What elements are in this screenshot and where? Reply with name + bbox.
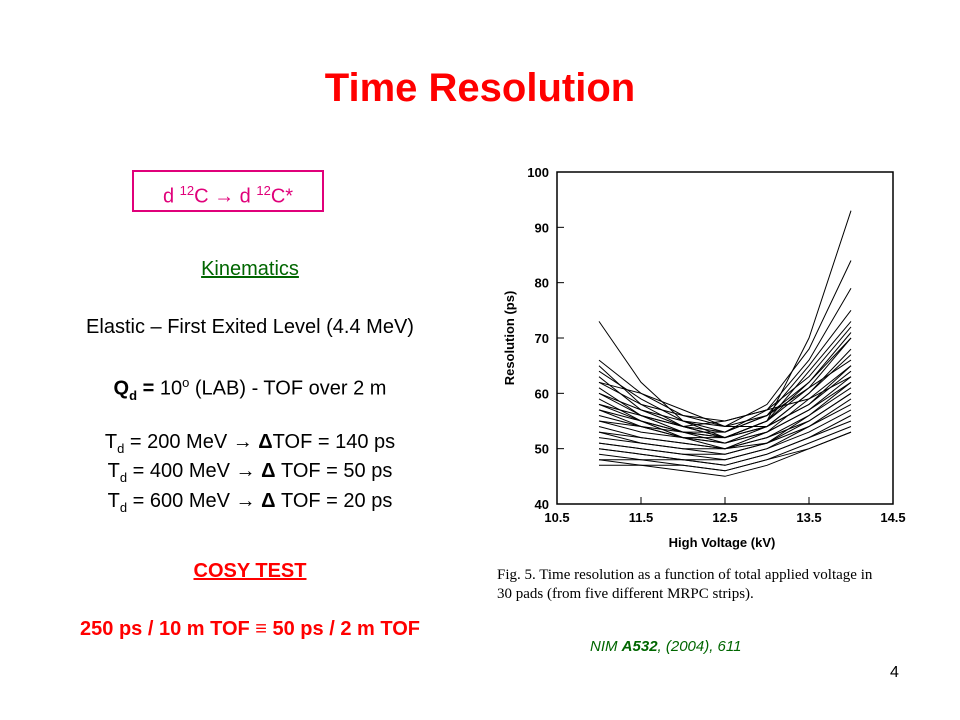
series-line-28 — [598, 365, 852, 427]
cosy-heading: COSY TEST — [193, 560, 307, 582]
y-tick-label: 50 — [535, 442, 549, 457]
energy-line: Td = 200 MeV → ΔTOF = 140 ps — [30, 431, 470, 456]
y-tick-label: 90 — [535, 220, 549, 235]
y-tick-label: 100 — [527, 165, 549, 180]
reaction-part: C → d — [194, 185, 257, 208]
reaction-part: d — [162, 185, 180, 208]
t-symbol: T — [107, 490, 120, 512]
caption-line: 30 pads (from five different MRPC strips… — [497, 586, 754, 602]
citation-pre: NIM — [590, 638, 622, 655]
tof-text: TOF = 50 ps — [275, 460, 393, 482]
x-tick-label: 14.5 — [880, 510, 905, 525]
t-symbol: T — [107, 460, 120, 482]
tof-text: TOF = 140 ps — [272, 431, 396, 453]
delta-symbol: Δ — [261, 460, 276, 482]
citation-volume: A532 — [621, 638, 658, 655]
angle-sup: o — [182, 375, 190, 390]
page-number: 4 — [890, 664, 899, 681]
t-sub: d — [119, 470, 128, 485]
kinematics-line-angle: Qd = 10o (LAB) - TOF over 2 m — [30, 375, 470, 403]
series-line-14 — [598, 370, 852, 439]
series-line-1 — [598, 210, 852, 439]
energy-line: Td = 600 MeV → Δ TOF = 20 ps — [30, 490, 470, 515]
energy-text: = 400 MeV → — [127, 460, 262, 482]
reaction-box: d 12C → d 12C* — [132, 170, 324, 212]
delta-symbol: Δ — [261, 490, 276, 512]
y-tick-label: 40 — [535, 497, 549, 512]
q-sub: d — [129, 387, 138, 403]
y-axis-label: Resolution (ps) — [502, 291, 517, 386]
x-tick-label: 13.5 — [796, 510, 821, 525]
energy-line: Td = 400 MeV → Δ TOF = 50 ps — [30, 460, 470, 485]
delta-symbol: Δ — [258, 431, 273, 453]
t-symbol: T — [104, 431, 118, 453]
angle-value: 10 — [159, 377, 183, 400]
energy-text: = 200 MeV → — [124, 431, 259, 453]
tof-text: TOF = 20 ps — [275, 490, 393, 512]
cosy-result: 250 ps / 10 m TOF ≡ 50 ps / 2 m TOF — [80, 618, 420, 640]
caption-line: Fig. 5. Time resolution as a function of… — [497, 567, 873, 583]
reaction-part: C* — [270, 185, 294, 208]
y-tick-label: 60 — [535, 386, 549, 401]
x-tick-label: 10.5 — [544, 510, 569, 525]
slide-title: Time Resolution — [324, 66, 636, 110]
series-line-30 — [598, 381, 852, 450]
y-tick-label: 70 — [535, 331, 549, 346]
q-eq: = — [137, 377, 160, 400]
angle-rest: (LAB) - TOF over 2 m — [189, 377, 387, 400]
x-axis-label: High Voltage (kV) — [669, 535, 776, 550]
x-tick-label: 12.5 — [712, 510, 737, 525]
figure-caption: Fig. 5. Time resolution as a function of… — [497, 566, 917, 604]
series-line-27 — [599, 431, 852, 477]
series-line-15 — [598, 376, 852, 444]
q-symbol: Q — [113, 377, 130, 400]
citation-post: , (2004), 611 — [657, 638, 742, 655]
series-line-22 — [598, 409, 852, 461]
series-line-29 — [598, 376, 852, 428]
t-sub: d — [117, 441, 125, 456]
t-sub: d — [119, 500, 128, 515]
reaction-sup: 12 — [256, 183, 271, 198]
energy-text: = 600 MeV → — [127, 490, 262, 512]
reaction-sup: 12 — [179, 183, 195, 198]
citation: NIM A532, (2004), 611 — [590, 638, 741, 655]
kinematics-heading: Kinematics — [201, 258, 299, 280]
series-line-23 — [598, 415, 852, 466]
x-tick-label: 11.5 — [629, 510, 654, 525]
kinematics-line-elastic: Elastic – First Exited Level (4.4 MeV) — [86, 316, 414, 338]
y-tick-label: 80 — [535, 276, 549, 291]
